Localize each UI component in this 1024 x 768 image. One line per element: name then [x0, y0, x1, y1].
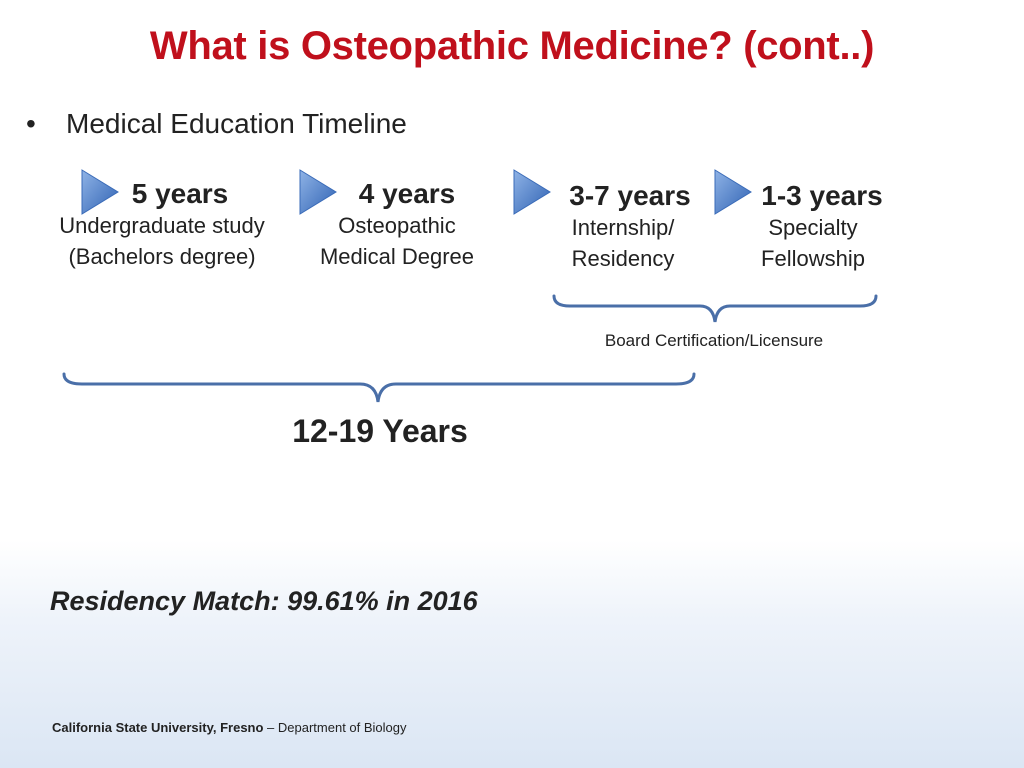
stage-desc-line2: Medical Degree — [319, 244, 475, 269]
stage-duration: 5 years — [131, 178, 229, 209]
stage-duration: 3-7 years — [569, 180, 691, 211]
bullet-text: Medical Education Timeline — [66, 108, 407, 139]
footer-department: – Department of Biology — [263, 720, 407, 735]
bullet-item: • Medical Education Timeline — [26, 108, 407, 140]
play-triangle-icon — [513, 169, 551, 215]
play-triangle-icon — [299, 169, 337, 215]
stage-desc-line2: (Bachelors degree) — [68, 244, 256, 269]
stage-duration: 4 years — [358, 178, 456, 209]
residency-match-text: Residency Match: 99.61% in 2016 — [50, 586, 478, 616]
stage-medical-degree: 4 years Osteopathic Medical Degree — [297, 178, 497, 272]
footer: California State University, Fresno – De… — [52, 720, 407, 735]
slide-title: What is Osteopathic Medicine? (cont..) — [149, 24, 875, 68]
stage-desc-line1: Undergraduate study — [59, 213, 265, 238]
bullet-dot-icon: • — [26, 108, 36, 139]
stage-desc-line2: Fellowship — [761, 246, 865, 271]
stage-desc-line1: Osteopathic — [338, 213, 456, 238]
stage-undergraduate: 5 years Undergraduate study (Bachelors d… — [42, 178, 282, 272]
total-years-label: 12-19 Years — [292, 413, 468, 449]
footer-institution: California State University, Fresno — [52, 720, 264, 735]
stage-desc-line2: Residency — [571, 246, 675, 271]
stage-desc-line1: Internship/ — [571, 215, 675, 240]
stage-residency: 3-7 years Internship/ Residency — [542, 180, 704, 274]
stage-fellowship: 1-3 years Specialty Fellowship — [738, 180, 888, 274]
play-triangle-icon — [81, 169, 119, 215]
stage-desc-line1: Specialty — [768, 215, 858, 240]
play-triangle-icon — [714, 169, 752, 215]
brace-total-years — [62, 372, 696, 403]
board-certification-label: Board Certification/Licensure — [604, 331, 824, 350]
brace-board-certification — [552, 294, 878, 323]
stage-duration: 1-3 years — [761, 180, 883, 211]
